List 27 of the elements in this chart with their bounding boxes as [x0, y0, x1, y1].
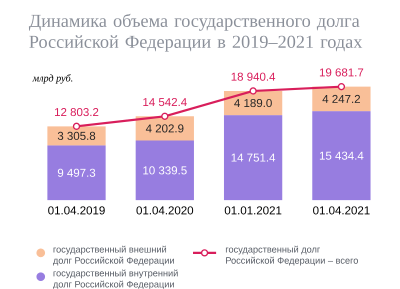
data-label: 4 247.2: [322, 95, 360, 104]
data-label: 3 305.8: [58, 132, 96, 140]
legend-label: государственный долг Российской Федерации – всего: [226, 246, 358, 266]
data-label: 4 189.0: [234, 99, 272, 108]
data-label: 4 202.9: [146, 124, 184, 133]
x-tick-label: 01.04.2020: [136, 206, 194, 215]
bar: [312, 111, 371, 200]
point: [161, 112, 168, 120]
point: [338, 83, 346, 90]
data-label: 19 681.7: [320, 68, 364, 77]
x-tick-label: 01.04.2019: [48, 206, 105, 215]
y-axis-title: млрд руб.: [32, 74, 72, 84]
x-tick-label: 01.04.2021: [313, 206, 370, 215]
text: Динамика объема государственного долга Российской Федерации в 2019–2021 годах: [28, 14, 362, 52]
bar: [224, 115, 282, 200]
data-label: 15 434.4: [320, 152, 364, 160]
data-label: 10 339.5: [143, 166, 187, 175]
data-label: 14 542.4: [143, 98, 187, 106]
data-label: 12 803.2: [55, 108, 98, 116]
data-label: 18 940.4: [232, 72, 276, 81]
bar: [136, 140, 194, 200]
point: [72, 122, 80, 130]
x-tick-label: 01.01.2021: [224, 206, 282, 215]
point: [249, 87, 257, 95]
data-label: 14 751.4: [232, 154, 276, 162]
bar: [47, 146, 106, 200]
data-label: 9 497.3: [58, 168, 96, 177]
